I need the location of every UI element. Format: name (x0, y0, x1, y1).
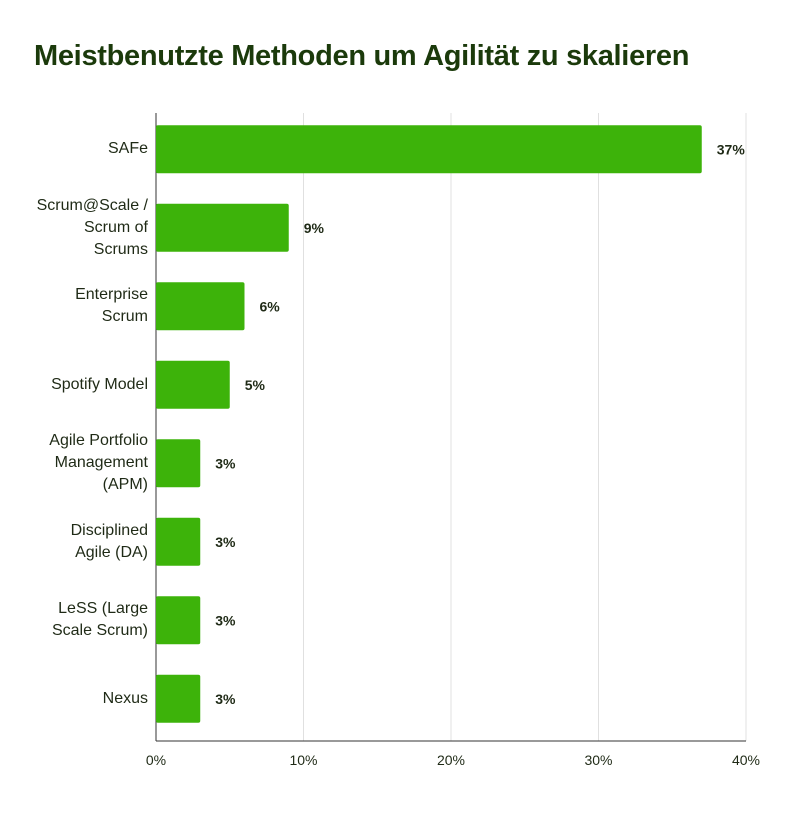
x-tick-label: 40% (732, 752, 760, 768)
y-category-label: Scrum@Scale / Scrum of Scrums (36, 196, 148, 258)
y-category-label: Nexus (102, 689, 148, 707)
data-label: 6% (260, 298, 281, 314)
bar (156, 282, 245, 331)
x-tick-label: 0% (146, 752, 166, 768)
data-label: 3% (215, 612, 236, 628)
data-label: 3% (215, 534, 236, 550)
y-category-label: LeSS (Large Scale Scrum) (51, 600, 148, 640)
y-category-label: Enterprise Scrum (75, 286, 148, 326)
bar (156, 360, 230, 409)
data-label: 37% (717, 141, 746, 157)
y-category-label: Agile Portfolio Management (APM) (49, 432, 148, 494)
y-category-label: Disciplined Agile (DA) (70, 521, 148, 561)
bar (156, 203, 289, 252)
y-category-label: Spotify Model (51, 375, 148, 393)
data-label: 9% (304, 220, 325, 236)
bar (156, 596, 201, 645)
data-label: 3% (215, 455, 236, 471)
chart-title: Meistbenutzte Methoden um Agilität zu sk… (34, 40, 690, 72)
x-tick-label: 30% (584, 752, 612, 768)
x-tick-label: 10% (289, 752, 317, 768)
bar (156, 517, 201, 566)
bar (156, 674, 201, 723)
x-tick-label: 20% (437, 752, 465, 768)
data-label: 5% (245, 377, 266, 393)
bar (156, 439, 201, 488)
y-category-label: SAFe (107, 140, 148, 158)
data-label: 3% (215, 691, 236, 707)
bar (156, 125, 702, 174)
